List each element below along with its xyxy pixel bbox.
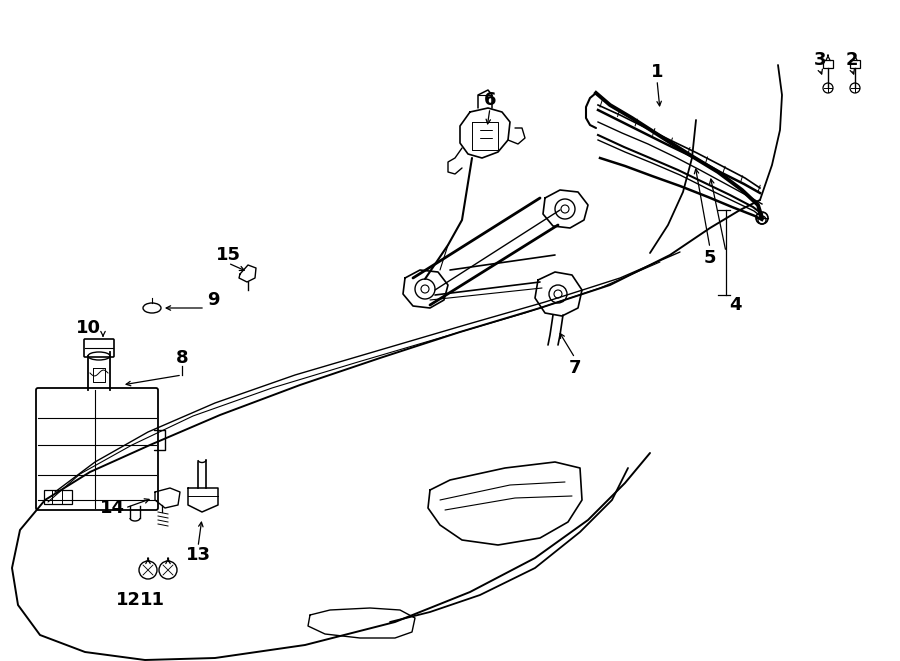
- Text: 14: 14: [100, 499, 124, 517]
- Text: 6: 6: [484, 91, 496, 109]
- Text: 7: 7: [569, 359, 581, 377]
- Text: 8: 8: [176, 349, 188, 367]
- Text: 1: 1: [651, 63, 663, 81]
- FancyBboxPatch shape: [44, 490, 72, 504]
- Text: 9: 9: [207, 291, 220, 309]
- FancyBboxPatch shape: [36, 388, 158, 510]
- Text: 13: 13: [185, 546, 211, 564]
- FancyBboxPatch shape: [84, 339, 114, 357]
- FancyBboxPatch shape: [823, 60, 833, 68]
- Text: 10: 10: [76, 319, 101, 337]
- Text: 5: 5: [704, 249, 716, 267]
- Text: 4: 4: [729, 296, 742, 314]
- Text: 3: 3: [814, 51, 826, 69]
- Text: 11: 11: [140, 591, 165, 609]
- Text: 12: 12: [115, 591, 140, 609]
- Text: 15: 15: [215, 246, 240, 264]
- Text: 2: 2: [846, 51, 859, 69]
- FancyBboxPatch shape: [850, 60, 860, 68]
